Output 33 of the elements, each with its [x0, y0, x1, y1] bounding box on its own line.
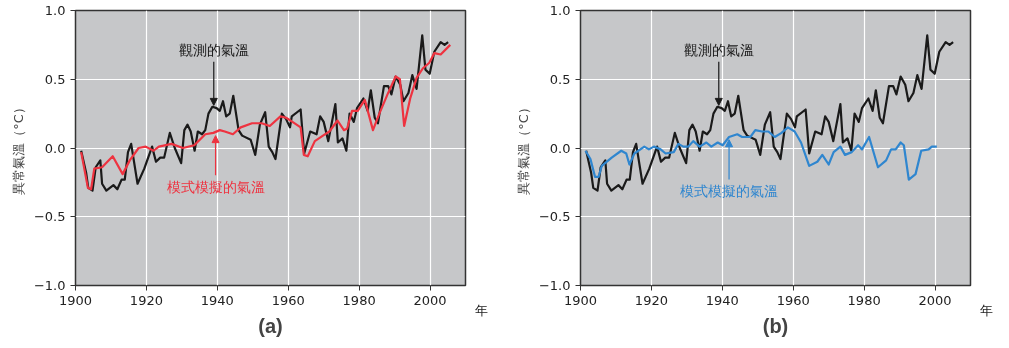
line-series: [584, 126, 938, 181]
y-tick-label: −0.5: [33, 209, 66, 225]
x-tick-label: 1920: [634, 292, 668, 308]
y-tick-label: −1.0: [33, 278, 66, 293]
x-tick-label: 2000: [413, 292, 447, 308]
x-axis-title: 年: [979, 302, 993, 318]
y-axis-title: 異常氣溫（°C）: [515, 101, 531, 195]
y-tick-label: −1.0: [538, 278, 571, 293]
y-tick-label: 0.0: [44, 140, 66, 156]
text: (a): [258, 314, 283, 337]
y-tick-label: 0.5: [44, 71, 66, 87]
x-tick-label: 1960: [271, 292, 305, 308]
annotation: 觀測的氣溫: [178, 41, 249, 58]
y-axis-title: 異常氣溫（°C）: [10, 101, 26, 195]
annotation: 模式模擬的氣溫: [166, 179, 265, 196]
x-tick-label: 1960: [776, 292, 810, 308]
x-tick-label: 1900: [563, 292, 598, 308]
x-tick-label: 2000: [918, 292, 952, 308]
x-tick-label: 1940: [705, 292, 739, 308]
x-tick-label: 1980: [342, 292, 376, 308]
x-axis-title: 年: [474, 302, 488, 318]
x-tick-label: 1940: [200, 292, 234, 308]
text: (b): [762, 314, 789, 337]
annotation: 觀測的氣溫: [683, 41, 754, 58]
y-tick-label: 0.5: [549, 71, 571, 87]
x-tick-label: 1980: [847, 292, 881, 308]
y-tick-label: 1.0: [44, 3, 66, 18]
annotation: 模式模擬的氣溫: [680, 183, 779, 200]
y-tick-label: 1.0: [549, 3, 571, 18]
y-tick-label: 0.0: [549, 140, 571, 156]
x-tick-label: 1900: [58, 292, 93, 308]
x-tick-label: 1920: [129, 292, 163, 308]
y-tick-label: −0.5: [538, 209, 571, 225]
